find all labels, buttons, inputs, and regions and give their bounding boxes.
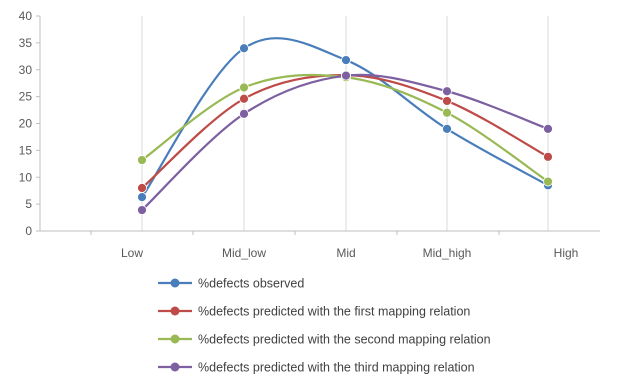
data-point-s4-high [543, 123, 553, 134]
legend-item-3: %defects predicted with the second mappi… [158, 333, 491, 347]
data-point-s4-low [137, 205, 147, 215]
data-points [137, 43, 553, 215]
data-point-s3-high [543, 176, 553, 187]
data-point-s1-mid_high [442, 123, 452, 134]
x-tick-label-high: High [554, 246, 579, 260]
legend-swatch-marker [170, 278, 180, 288]
legend-label: %defects predicted with the first mappin… [198, 305, 470, 319]
x-tick-label-mid_low: Mid_low [222, 246, 266, 260]
legend: %defects observed %defects predicted with… [158, 277, 491, 375]
series-line-3 [141, 73, 549, 183]
y-tick-label: 25 [19, 90, 33, 104]
data-point-s3-mid_high [442, 107, 452, 118]
legend-swatch-marker [170, 362, 180, 372]
y-tick-label: 20 [19, 117, 33, 131]
legend-label: %defects predicted with the second mappi… [198, 333, 491, 347]
grid-lines [141, 16, 549, 231]
y-tick-label: 10 [19, 170, 33, 184]
y-tick-label: 30 [19, 63, 33, 77]
legend-swatch-marker [170, 334, 180, 344]
y-tick-label: 35 [19, 36, 33, 50]
legend-item-2: %defects predicted with the first mappin… [158, 305, 470, 319]
x-tick-label-mid: Mid [336, 246, 355, 260]
data-point-s4-mid_high [442, 86, 452, 97]
x-tick-label-mid_high: Mid_high [423, 246, 472, 260]
legend-label: %defects observed [198, 277, 304, 291]
data-point-s2-high [543, 151, 553, 162]
data-point-s1-mid_low [239, 43, 249, 54]
data-point-s1-mid [341, 55, 351, 65]
data-point-s3-low [137, 155, 147, 165]
y-tick-label: 15 [19, 143, 33, 157]
axes: 0 5 10 15 20 25 30 35 40 Low Mid_low Mid Mid_high Hig… [19, 9, 600, 260]
y-tick-label: 40 [19, 9, 33, 23]
legend-item-1: %defects observed [158, 277, 304, 291]
data-point-s2-mid_high [442, 96, 452, 106]
data-point-s2-low [137, 183, 147, 193]
y-tick-label: 0 [25, 224, 32, 238]
data-point-s4-mid_low [239, 108, 249, 119]
legend-label: %defects predicted with the third mappin… [198, 361, 475, 375]
legend-swatch-marker [170, 306, 180, 316]
legend-item-4: %defects predicted with the third mappin… [158, 361, 475, 375]
data-point-s4-mid [341, 70, 351, 81]
data-point-s1-low [137, 192, 147, 203]
x-tick-label-low: Low [121, 246, 143, 260]
data-point-s2-mid_low [239, 93, 249, 104]
data-point-s3-mid_low [239, 82, 249, 93]
series-line-2 [141, 74, 549, 189]
y-tick-label: 5 [25, 197, 32, 211]
